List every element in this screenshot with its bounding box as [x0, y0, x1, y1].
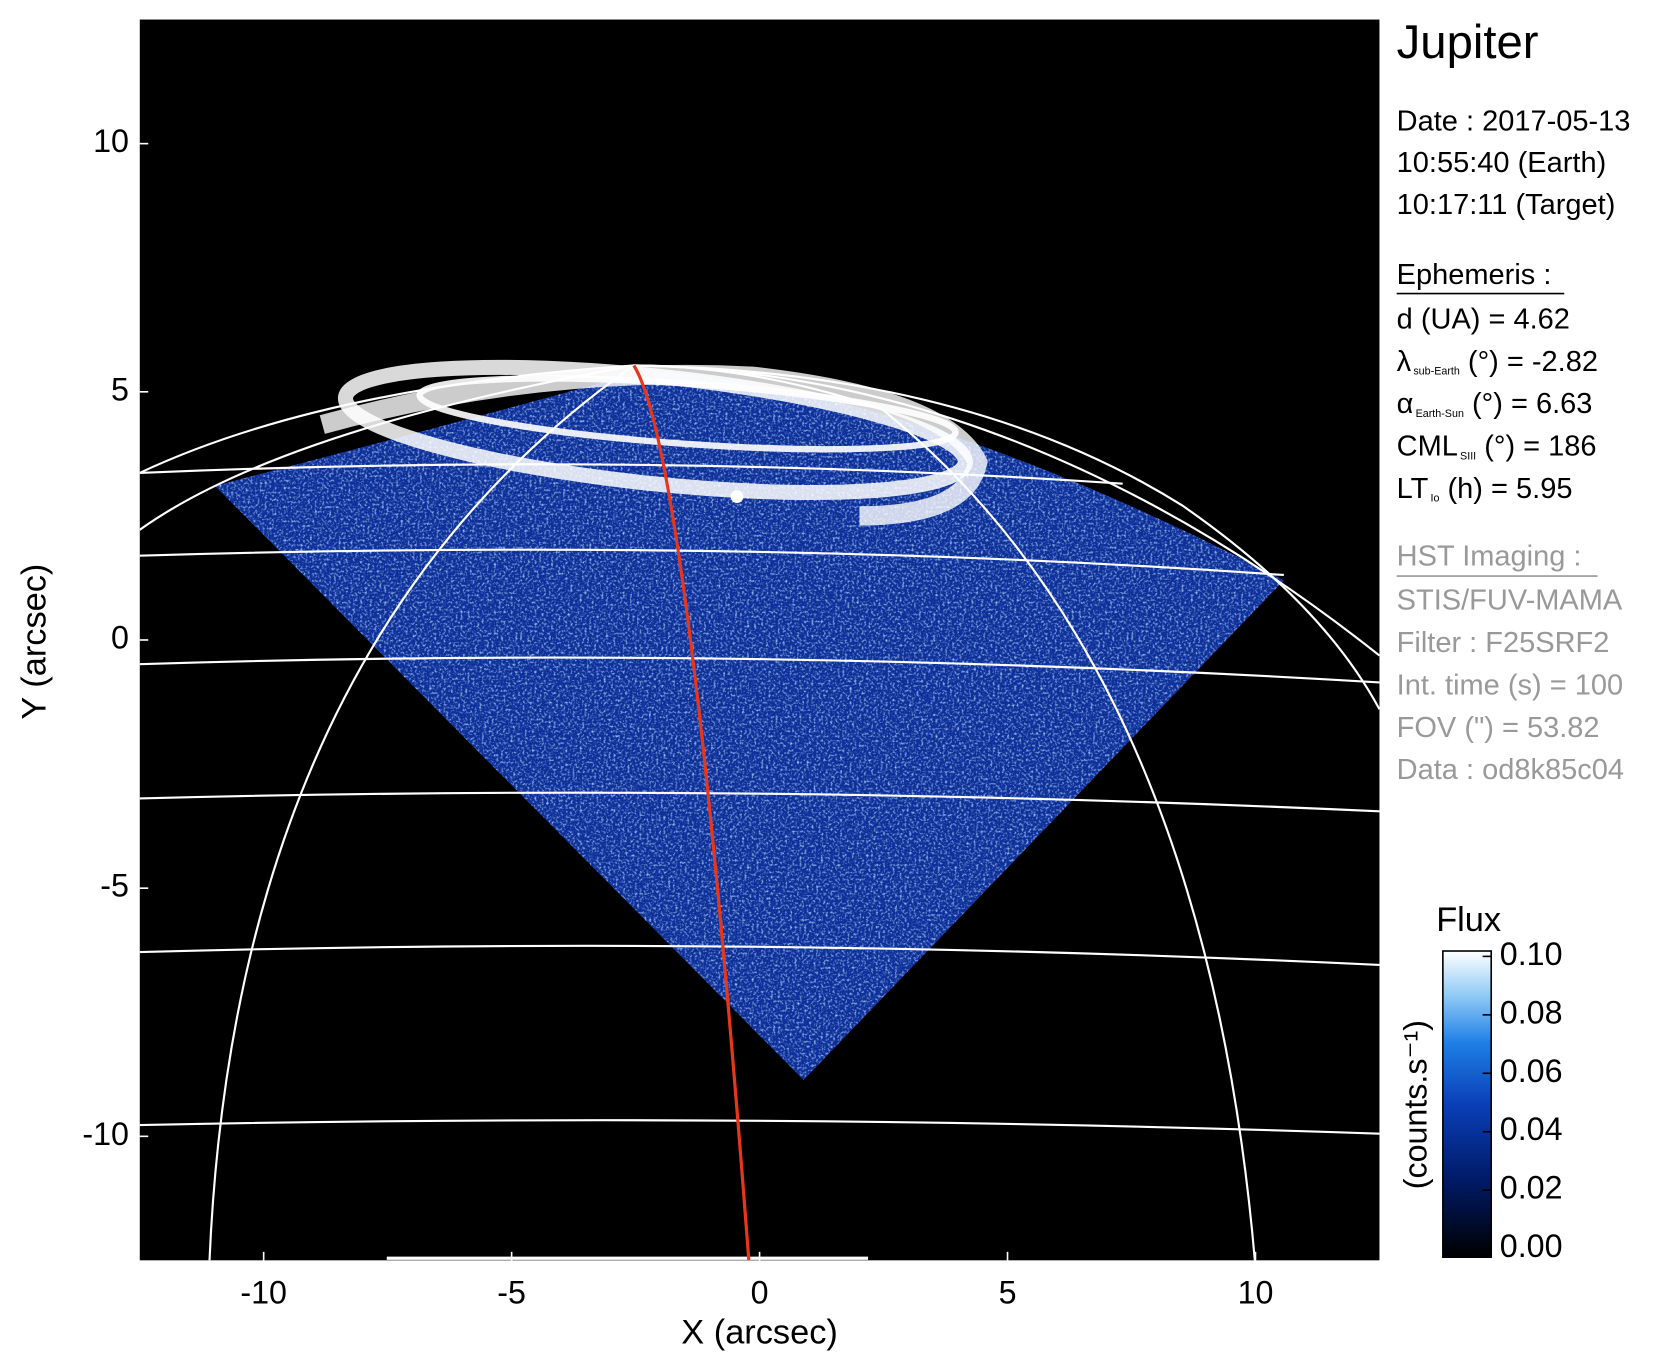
x-tick-label: -10 [240, 1274, 287, 1310]
panel-title: Jupiter [1397, 16, 1539, 69]
row-rest: (°) = -2.82 [1460, 345, 1598, 377]
colorbar-title: Flux [1436, 901, 1501, 939]
ephemeris-heading: Ephemeris : [1397, 259, 1552, 291]
row-main: α [1397, 388, 1414, 420]
colorbar [1442, 950, 1493, 1259]
ephemeris-row: LT Io (h) = 5.95 [1397, 473, 1573, 505]
row-subscript: Earth-Sun [1416, 408, 1464, 420]
ephemeris-row: CML SIII (°) = 186 [1397, 430, 1597, 462]
imaging-row: FOV (") = 53.82 [1397, 712, 1600, 744]
imaging-row: Int. time (s) = 100 [1397, 669, 1623, 701]
central-meridian [632, 364, 751, 1261]
colorbar-tick-label: 0.10 [1500, 936, 1563, 972]
info-panel: Jupiter Date : 2017-05-13 10:55:40 (Earth)… [1397, 16, 1631, 786]
coordinate-grid [139, 364, 1380, 1261]
aurora [319, 359, 988, 526]
row-rest: (h) = 5.95 [1439, 473, 1572, 505]
colorbar-label: (counts.s⁻¹) [1398, 1020, 1434, 1189]
row-main: CML [1397, 430, 1458, 462]
ephemeris-row: α Earth-Sun (°) = 6.63 [1397, 388, 1593, 420]
y-tick-label: 5 [111, 371, 129, 407]
y-tick-label: 10 [93, 123, 129, 159]
imaging-row: Filter : F25SRF2 [1397, 627, 1610, 659]
row-subscript: Io [1431, 493, 1440, 505]
y-tick-label: -5 [100, 868, 129, 904]
x-axis-label: X (arcsec) [681, 1314, 838, 1352]
imaging-row: STIS/FUV-MAMA [1397, 585, 1623, 617]
x-tick-label: 0 [751, 1274, 769, 1310]
row-main: λ [1397, 345, 1412, 377]
imaging-heading: HST Imaging : [1397, 540, 1582, 572]
colorbar-tick-label: 0.00 [1500, 1228, 1563, 1264]
x-tick-label: -5 [497, 1274, 526, 1310]
colorbar-tick-label: 0.04 [1500, 1111, 1563, 1147]
row-rest: (°) = 6.63 [1464, 388, 1592, 420]
ephemeris-row: λ sub-Earth (°) = -2.82 [1397, 345, 1598, 377]
y-tick-label: -10 [82, 1116, 129, 1152]
imaging-row: Data : od8k85c04 [1397, 754, 1624, 786]
date-line: 10:55:40 (Earth) [1397, 147, 1607, 179]
colorbar-tick-label: 0.08 [1500, 994, 1563, 1030]
x-tick-label: 10 [1238, 1274, 1274, 1310]
image-plot [139, 19, 1380, 1261]
row-subscript: SIII [1460, 450, 1476, 462]
y-tick-label: 0 [111, 620, 129, 656]
ephemeris-row: d (UA) = 4.62 [1397, 303, 1570, 335]
y-axis-label: Y (arcsec) [16, 564, 54, 720]
date-line: 10:17:11 (Target) [1397, 189, 1616, 221]
row-rest: (°) = 186 [1476, 430, 1596, 462]
colorbar-tick-label: 0.06 [1500, 1053, 1563, 1089]
row-main: d (UA) = 4.62 [1397, 303, 1570, 335]
colorbar-tick-label: 0.02 [1500, 1170, 1563, 1206]
x-tick-label: 5 [999, 1274, 1017, 1310]
row-subscript: sub-Earth [1413, 365, 1460, 377]
date-line: Date : 2017-05-13 [1397, 105, 1631, 137]
row-main: LT [1397, 473, 1429, 505]
